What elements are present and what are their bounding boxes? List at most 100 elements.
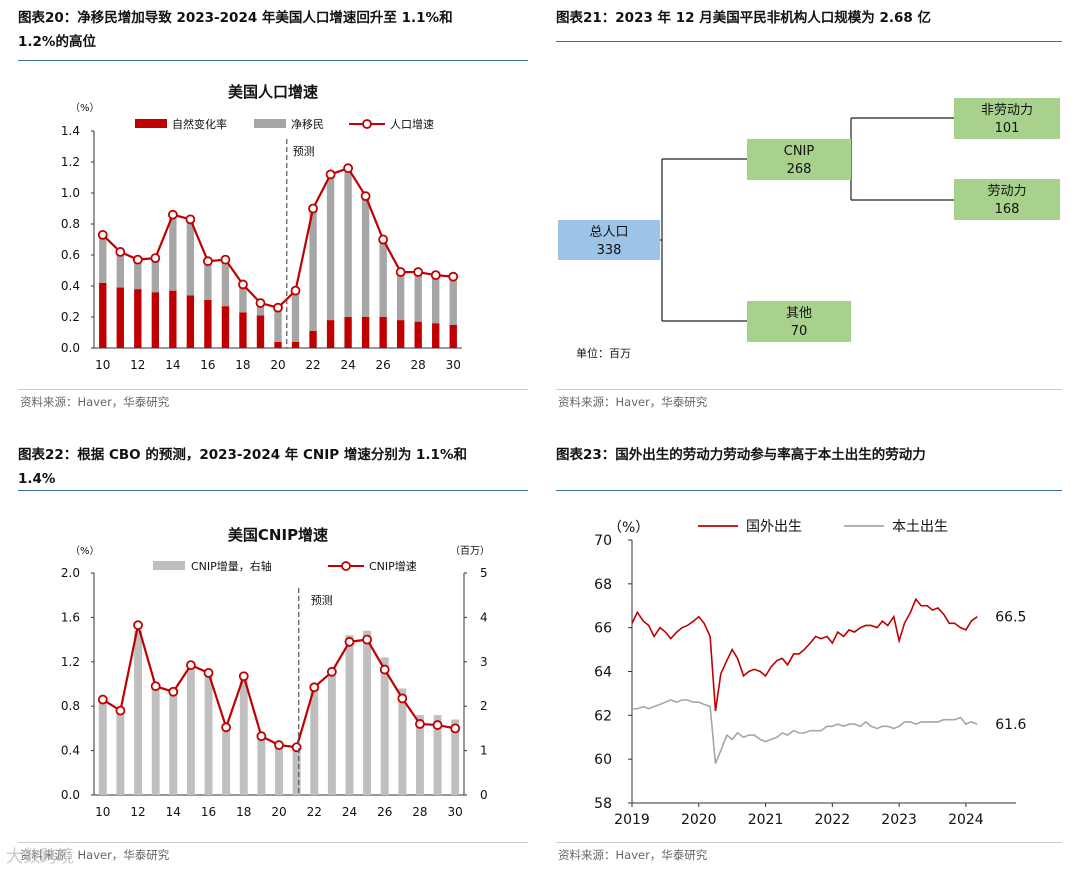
node-other (747, 301, 851, 342)
panel23-source: 资料来源：Haver，华泰研究 (558, 848, 708, 862)
y-tick-label: 0.8 (61, 217, 80, 231)
bar-cnip-increment (98, 701, 107, 795)
bar-cnip-increment (380, 657, 389, 795)
legend-label-native-born: 本土出生 (892, 519, 948, 535)
bar-net-migration (309, 208, 317, 331)
bar-cnip-increment (310, 688, 319, 795)
point-cnip-growth (115, 705, 126, 716)
y-tick-label: 0.6 (61, 248, 80, 262)
point-cnip-growth (168, 686, 179, 697)
unit-label: 单位：百万 (576, 346, 631, 360)
bar-net-migration (221, 259, 230, 307)
point-cnip-growth (362, 634, 372, 645)
bar-net-migration (291, 290, 300, 342)
point-population-growth (167, 209, 178, 220)
bar-net-migration (151, 258, 160, 293)
point-population-growth (308, 203, 318, 214)
y-axis-unit: （%） (70, 102, 100, 114)
point-population-growth (448, 271, 459, 282)
panel21-source: 资料来源：Haver，华泰研究 (558, 395, 708, 409)
point-cnip-growth (133, 620, 143, 631)
node-labor-force (954, 179, 1060, 220)
x-tick-label: 28 (411, 358, 426, 372)
y-tick-label-right: 4 (480, 610, 488, 624)
y-axis-unit-left: （%） (70, 545, 100, 557)
bar-net-migration (99, 234, 107, 283)
node-not-in-labor-force-name: 非劳动力 (981, 102, 1033, 118)
point-population-growth (150, 253, 161, 264)
node-labor-force-value: 168 (995, 202, 1020, 217)
x-tick-label: 10 (95, 358, 110, 372)
node-total-population-name: 总人口 (589, 225, 628, 240)
bar-natural-change (186, 295, 195, 348)
x-tick-label: 16 (201, 805, 216, 819)
point-population-growth (97, 229, 108, 240)
panel21-title: 图表21：2023 年 12 月美国平民非机构人口规模为 2.68 亿 (556, 6, 1062, 30)
point-population-growth (185, 214, 196, 225)
x-tick-label: 2020 (681, 812, 717, 828)
bar-cnip-increment (415, 715, 424, 795)
legend-label-growth: CNIP增速 (369, 559, 417, 573)
bar-natural-change (309, 330, 317, 348)
y-tick-label-left: 0.0 (61, 788, 80, 802)
legend-swatch-increment (153, 561, 185, 570)
point-population-growth (413, 267, 424, 277)
x-tick-label: 20 (271, 805, 286, 819)
bar-natural-change (221, 306, 230, 348)
y-tick-label: 66 (594, 621, 612, 637)
y-tick-label-left: 1.2 (61, 655, 80, 669)
panel23-title-line1: 图表23：国外出生的劳动力劳动参与率高于本土出生的劳动力 (556, 447, 926, 463)
y-tick-label: 1.4 (61, 124, 80, 138)
panel21-bottom-rule (556, 389, 1062, 390)
point-population-growth (343, 163, 353, 174)
y-tick-label-left: 0.8 (61, 699, 80, 713)
node-labor-force-name: 劳动力 (987, 183, 1026, 199)
node-total-population-value: 338 (597, 243, 622, 258)
bar-cnip-increment (151, 684, 160, 795)
line-foreign-born (631, 597, 978, 712)
end-label-foreign-born: 66.5 (995, 610, 1026, 626)
panel22-title-line2: 1.4% (18, 471, 56, 487)
bar-cnip-increment (222, 728, 231, 795)
bar-net-migration (204, 261, 212, 300)
y-axis-unit-right: （百万） (450, 545, 490, 557)
point-population-growth (325, 169, 336, 180)
point-cnip-growth (291, 742, 302, 753)
x-tick-label: 24 (340, 358, 355, 372)
point-cnip-growth (186, 660, 196, 671)
bar-natural-change (291, 341, 300, 348)
bar-cnip-increment (116, 710, 125, 795)
point-cnip-growth (415, 719, 425, 729)
point-cnip-growth (150, 681, 161, 692)
y-tick-label: 0.2 (61, 310, 80, 324)
x-tick-label: 30 (446, 358, 461, 372)
bar-cnip-increment (292, 746, 301, 795)
legend-swatch-natural (135, 119, 167, 128)
y-tick-label: 0.0 (61, 341, 80, 355)
y-tick-label-left: 1.6 (61, 610, 80, 624)
x-tick-label: 30 (448, 805, 463, 819)
chart-title: 美国CNIP增速 (228, 526, 328, 544)
point-cnip-growth (344, 636, 355, 647)
panel20-title: 图表20：净移民增加导致 2023-2024 年美国人口增速回升至 1.1%和 … (18, 6, 528, 54)
panel22-rule (18, 490, 528, 491)
point-cnip-growth (238, 671, 249, 682)
legend-swatch-migration (254, 119, 286, 128)
panel21-title-line1: 图表21：2023 年 12 月美国平民非机构人口规模为 2.68 亿 (556, 10, 931, 26)
panel22-bottom-rule (18, 842, 528, 843)
point-population-growth (360, 191, 371, 201)
forecast-label: 预测 (293, 145, 315, 158)
point-cnip-growth (309, 682, 320, 693)
point-population-growth (220, 254, 231, 265)
y-tick-label: 60 (594, 752, 612, 768)
cnip-growth-chart: 美国CNIP增速（%） （百万）0.00.40.81.21.62.0012345预… (61, 526, 490, 819)
x-tick-label: 2021 (748, 812, 784, 828)
x-tick-label: 22 (307, 805, 322, 819)
bar-natural-change (449, 324, 457, 348)
x-tick-label: 20 (270, 358, 285, 372)
panel22-source: 资料来源：Haver，华泰研究 (20, 848, 170, 862)
bar-natural-change (134, 289, 142, 348)
bar-natural-change (274, 341, 282, 348)
line-native-born (632, 699, 978, 764)
x-tick-label: 2023 (881, 812, 917, 828)
